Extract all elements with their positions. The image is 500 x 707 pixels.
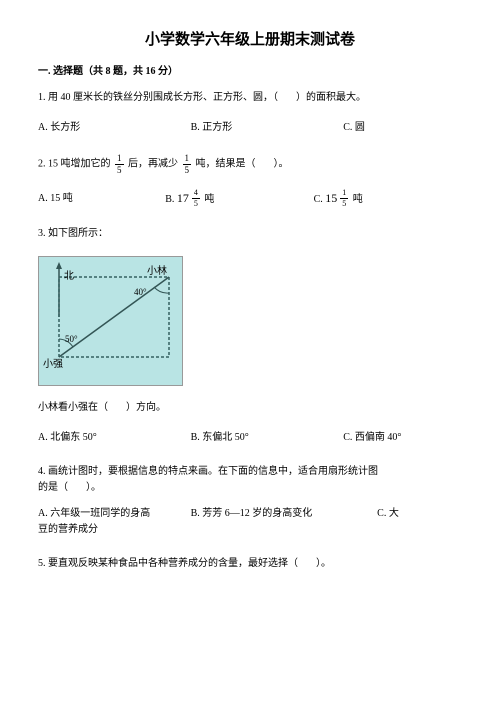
q1-choice-a: A. 长方形 bbox=[38, 120, 191, 136]
question-1: 1. 用 40 厘米长的铁丝分别围成长方形、正方形、圆，（ ）的面积最大。 A. … bbox=[38, 90, 462, 136]
q2-f2-den: 5 bbox=[183, 165, 192, 175]
q2-c-num: 1 bbox=[340, 189, 348, 199]
q3-angle-bottom: 50° bbox=[65, 332, 78, 346]
q2-f1-num: 1 bbox=[115, 154, 124, 165]
q1-post: ）的面积最大。 bbox=[296, 92, 366, 103]
q2-mid2: 吨，结果是（ bbox=[196, 159, 256, 170]
q4-line2: 的是（ ）。 bbox=[38, 480, 462, 496]
q3-choice-b: B. 东偏北 50° bbox=[191, 430, 344, 446]
q2-choice-c: C. 15 15 吨 bbox=[314, 189, 462, 208]
q2-c-unit: 吨 bbox=[353, 194, 363, 205]
q4-line1: 4. 画统计图时，要根据信息的特点来画。在下面的信息中，适合用扇形统计图 bbox=[38, 464, 462, 480]
q2-b-whole: 17 bbox=[177, 189, 189, 208]
q4-choice-b: B. 芳芳 6—12 岁的身高变化 bbox=[191, 506, 378, 522]
q2-f2-num: 1 bbox=[183, 154, 192, 165]
q2-b-num: 4 bbox=[192, 189, 200, 199]
question-5: 5. 要直观反映某种食品中各种营养成分的含量，最好选择（ ）。 bbox=[38, 556, 462, 572]
q2-mid1: 后，再减少 bbox=[128, 159, 178, 170]
q3-angle-top: 40° bbox=[134, 285, 147, 299]
section-header: 一. 选择题（共 8 题，共 16 分） bbox=[38, 64, 462, 80]
page-title: 小学数学六年级上册期末测试卷 bbox=[38, 28, 462, 52]
section-info: （共 8 题，共 16 分） bbox=[83, 66, 178, 77]
q2-choices: A. 15 吨 B. 17 45 吨 C. 15 15 吨 bbox=[38, 189, 462, 208]
question-4: 4. 画统计图时，要根据信息的特点来画。在下面的信息中，适合用扇形统计图 的是（… bbox=[38, 464, 462, 538]
q2-c-mixed: 15 15 bbox=[325, 189, 350, 208]
q1-choices: A. 长方形 B. 正方形 C. 圆 bbox=[38, 120, 462, 136]
q1-pre: 1. 用 40 厘米长的铁丝分别围成长方形、正方形、圆，（ bbox=[38, 92, 278, 103]
q3-choice-a: A. 北偏东 50° bbox=[38, 430, 191, 446]
q2-frac1: 15 bbox=[115, 154, 124, 175]
q3-diagram: 北 小林 小强 40° 50° bbox=[38, 256, 183, 386]
q2-f1-den: 5 bbox=[115, 165, 124, 175]
q2-b-frac: 45 bbox=[192, 189, 200, 208]
q4-line2-post: ）。 bbox=[86, 482, 101, 493]
q3-text: 3. 如下图所示： bbox=[38, 226, 462, 242]
q2-b-pre: B. bbox=[165, 194, 174, 205]
q3-choices: A. 北偏东 50° B. 东偏北 50° C. 西偏南 40° bbox=[38, 430, 462, 446]
q1-choice-c: C. 圆 bbox=[343, 120, 462, 136]
q3-bottomleft-label: 小强 bbox=[43, 357, 63, 373]
q3-topright-label: 小林 bbox=[147, 264, 167, 280]
q5-pre: 5. 要直观反映某种食品中各种营养成分的含量，最好选择（ bbox=[38, 558, 298, 569]
q2-frac2: 15 bbox=[183, 154, 192, 175]
q2-text: 2. 15 吨增加它的 15 后，再减少 15 吨，结果是（）。 bbox=[38, 154, 462, 175]
q2-b-unit: 吨 bbox=[204, 194, 214, 205]
q3-stem: 小林看小强在（ ）方向。 bbox=[38, 400, 462, 416]
q3-stem-post: ）方向。 bbox=[126, 402, 166, 413]
q3-north-label: 北 bbox=[64, 269, 74, 285]
q2-c-den: 5 bbox=[340, 199, 348, 208]
q2-choice-a: A. 15 吨 bbox=[38, 191, 165, 207]
q2-b-den: 5 bbox=[192, 199, 200, 208]
q2-c-frac: 15 bbox=[340, 189, 348, 208]
q4-choices: A. 六年级一班同学的身高 B. 芳芳 6—12 岁的身高变化 C. 大 豆的营… bbox=[38, 506, 462, 538]
question-3: 3. 如下图所示： 北 小林 小强 40° 50° 小林看小强在（ ）方向。 A.… bbox=[38, 226, 462, 446]
q4-line2-pre: 的是（ bbox=[38, 482, 68, 493]
q2-c-pre: C. bbox=[314, 194, 323, 205]
q4-choice-a: A. 六年级一班同学的身高 bbox=[38, 506, 191, 522]
q2-b-mixed: 17 45 bbox=[177, 189, 202, 208]
question-2: 2. 15 吨增加它的 15 后，再减少 15 吨，结果是（）。 A. 15 吨… bbox=[38, 154, 462, 208]
q3-choice-c: C. 西偏南 40° bbox=[343, 430, 462, 446]
q4-choice-c-post: 豆的营养成分 bbox=[38, 522, 462, 538]
q2-c-whole: 15 bbox=[325, 189, 337, 208]
q1-text: 1. 用 40 厘米长的铁丝分别围成长方形、正方形、圆，（ ）的面积最大。 bbox=[38, 90, 462, 106]
q1-choice-b: B. 正方形 bbox=[191, 120, 344, 136]
q2-post: ）。 bbox=[274, 159, 289, 170]
q5-post: ）。 bbox=[316, 558, 331, 569]
q4-choice-c-pre: C. 大 bbox=[377, 506, 462, 522]
q2-choice-b: B. 17 45 吨 bbox=[165, 189, 313, 208]
q3-stem-pre: 小林看小强在（ bbox=[38, 402, 108, 413]
q2-pre: 2. 15 吨增加它的 bbox=[38, 159, 111, 170]
section-label: 一. 选择题 bbox=[38, 66, 83, 77]
